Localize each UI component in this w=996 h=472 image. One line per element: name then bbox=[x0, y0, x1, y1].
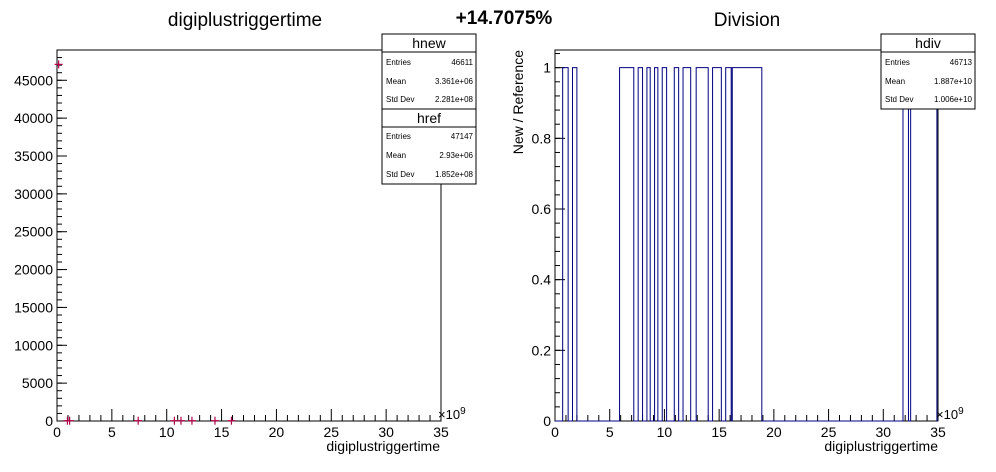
stats-box-hnew-frame bbox=[381, 33, 477, 110]
stats-box-hdiv-frame bbox=[880, 33, 976, 110]
left-y-tick-label: 10000 bbox=[14, 337, 53, 353]
right-panel-title: Division bbox=[714, 10, 781, 31]
stats-hdiv-mean-label: Mean bbox=[885, 77, 905, 86]
stats-hdiv-entries-label: Entries bbox=[885, 58, 910, 67]
left-x-tick-label: 35 bbox=[433, 424, 449, 440]
stats-box-href-frame bbox=[381, 108, 477, 185]
right-x-exponent: ×109 bbox=[936, 406, 964, 422]
stats-box-hnew-title: hnew bbox=[412, 35, 446, 51]
left-y-tick-label: 45000 bbox=[14, 72, 53, 88]
stats-hdiv-mean-value: 1.887e+10 bbox=[934, 77, 973, 86]
left-y-tick-label: 0 bbox=[45, 413, 53, 429]
left-x-tick-label: 20 bbox=[269, 424, 285, 440]
right-y-tick-label: 0.2 bbox=[532, 342, 552, 358]
right-x-tick-label: 25 bbox=[821, 424, 837, 440]
left-x-tick-label: 0 bbox=[53, 424, 61, 440]
left-y-axis: 0 5000 10000 15000 20000 25000 30000 35000 40000… bbox=[14, 49, 67, 429]
stats-hnew-stddev-value: 2.281e+08 bbox=[435, 95, 474, 104]
right-y-axis-label: New / Reference bbox=[510, 50, 526, 154]
right-x-tick-label: 35 bbox=[930, 424, 946, 440]
left-panel-title: digiplustriggertime bbox=[168, 10, 322, 31]
stats-href-entries-label: Entries bbox=[386, 132, 411, 141]
division-ratio-line bbox=[555, 67, 938, 422]
right-x-axis: 0 5 10 15 20 25 30 35 bbox=[551, 409, 946, 440]
right-y-tick-label: 0.6 bbox=[532, 201, 552, 217]
right-x-tick-label: 10 bbox=[657, 424, 673, 440]
stats-href-entries-value: 47147 bbox=[451, 132, 474, 141]
left-y-tick-label: 5000 bbox=[22, 375, 53, 391]
stats-hnew-mean-value: 3.361e+06 bbox=[435, 77, 474, 86]
left-x-axis-label: digiplustriggertime bbox=[326, 438, 440, 454]
stats-box-hdiv: hdiv Entries 46713 Mean 1.887e+10 Std De… bbox=[880, 33, 976, 110]
right-data-line bbox=[555, 67, 938, 422]
stats-href-stddev-value: 1.852e+08 bbox=[435, 170, 474, 179]
left-y-tick-label: 25000 bbox=[14, 224, 53, 240]
left-y-tick-label: 20000 bbox=[14, 262, 53, 278]
comparison-headline: +14.7075% bbox=[456, 8, 553, 29]
right-y-tick-label: 0.8 bbox=[532, 130, 552, 146]
stats-hnew-mean-label: Mean bbox=[386, 77, 406, 86]
stats-box-href: href Entries 47147 Mean 2.93e+06 Std Dev… bbox=[381, 108, 477, 185]
left-y-tick-label: 15000 bbox=[14, 299, 53, 315]
right-x-tick-label: 5 bbox=[606, 424, 614, 440]
stats-box-hdiv-title: hdiv bbox=[915, 35, 941, 51]
left-x-tick-label: 5 bbox=[108, 424, 116, 440]
left-x-tick-label: 30 bbox=[378, 424, 394, 440]
right-y-axis: 0 0.2 0.4 0.6 0.8 1 bbox=[532, 53, 565, 429]
left-plot-frame bbox=[56, 49, 442, 422]
right-x-exponent-power: 9 bbox=[958, 406, 964, 417]
stats-box-hnew: hnew Entries 46611 Mean 3.361e+06 Std De… bbox=[381, 33, 477, 110]
right-panel: Division 0 0.2 0.4 0.6 0.8 1 0 5 10 15 20 25 30 35 N… bbox=[510, 10, 976, 454]
left-x-axis: 0 5 10 15 20 25 30 35 bbox=[53, 409, 449, 440]
right-x-exponent-base: ×10 bbox=[936, 407, 958, 422]
stats-href-mean-label: Mean bbox=[386, 151, 406, 160]
stats-hnew-entries-value: 46611 bbox=[451, 58, 473, 67]
left-x-tick-label: 10 bbox=[159, 424, 175, 440]
right-x-axis-label: digiplustriggertime bbox=[824, 438, 938, 454]
stats-hdiv-stddev-label: Std Dev bbox=[885, 95, 913, 104]
left-x-tick-label: 15 bbox=[214, 424, 230, 440]
left-y-tick-label: 40000 bbox=[14, 110, 53, 126]
right-y-tick-label: 1 bbox=[543, 60, 551, 76]
right-x-tick-label: 30 bbox=[875, 424, 891, 440]
right-x-tick-label: 20 bbox=[766, 424, 782, 440]
left-x-tick-label: 25 bbox=[323, 424, 339, 440]
stats-hnew-entries-label: Entries bbox=[386, 58, 411, 67]
left-x-exponent-power: 9 bbox=[460, 406, 466, 417]
left-panel: digiplustriggertime 0 5000 10000 15000 20000… bbox=[14, 10, 477, 454]
left-y-tick-label: 30000 bbox=[14, 186, 53, 202]
right-y-tick-label: 0 bbox=[543, 413, 551, 429]
stats-hnew-stddev-label: Std Dev bbox=[386, 95, 414, 104]
stats-href-stddev-label: Std Dev bbox=[386, 170, 414, 179]
right-x-tick-label: 0 bbox=[551, 424, 559, 440]
stats-href-mean-value: 2.93e+06 bbox=[439, 151, 473, 160]
stats-hdiv-entries-value: 46713 bbox=[950, 58, 973, 67]
right-y-tick-label: 0.4 bbox=[532, 272, 552, 288]
right-plot-frame bbox=[554, 49, 939, 422]
stats-hdiv-stddev-value: 1.006e+10 bbox=[934, 95, 973, 104]
left-x-exponent-base: ×10 bbox=[438, 407, 460, 422]
left-x-exponent: ×109 bbox=[438, 406, 466, 422]
left-data-markers bbox=[54, 60, 236, 425]
stats-box-href-title: href bbox=[417, 110, 441, 126]
right-x-tick-label: 15 bbox=[711, 424, 727, 440]
left-y-tick-label: 35000 bbox=[14, 148, 53, 164]
